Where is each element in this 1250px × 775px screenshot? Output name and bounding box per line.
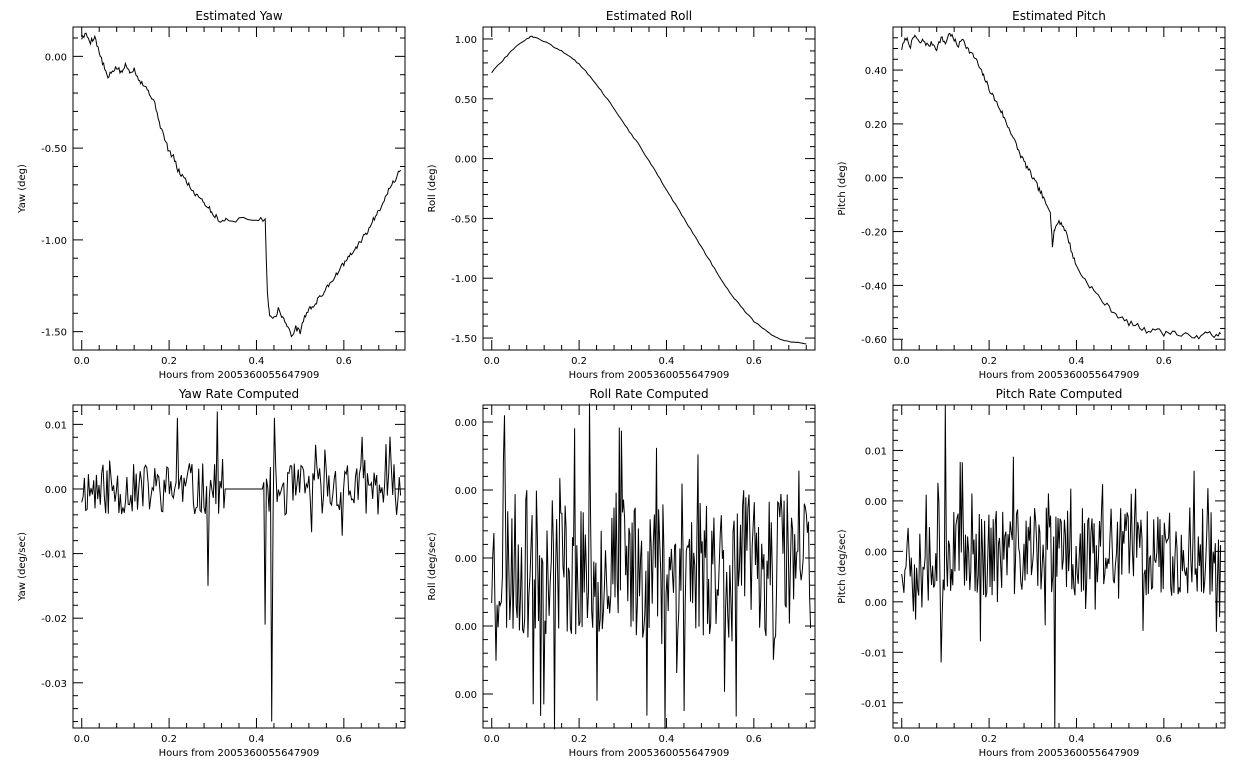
chart-title: Estimated Roll (606, 9, 692, 23)
y-tick-label: -0.03 (41, 679, 67, 690)
y-tick-label: -0.50 (41, 144, 67, 155)
y-tick-label: 0.00 (455, 418, 477, 429)
x-tick-label: 0.6 (336, 356, 352, 367)
y-axis-label: Pitch (deg) (837, 161, 848, 215)
plot-frame (892, 404, 1226, 729)
x-tick-label: 0.4 (249, 356, 265, 367)
panel-pitch-rate: Pitch Rate Computed 0.0 0.2 0.4 0.6 0.01 0.00 0… (837, 387, 1226, 759)
y-tick-label: -0.01 (861, 699, 887, 710)
plot-frame (72, 404, 406, 729)
y-tick-label: 0.00 (865, 174, 887, 185)
y-tick-label: 0.00 (45, 485, 67, 496)
x-tick-label: 0.2 (981, 734, 997, 745)
y-tick-label: -0.50 (451, 214, 477, 225)
y-tick-label: -0.01 (861, 648, 887, 659)
panel-yaw-rate: Yaw Rate Computed 0.0 0.2 0.4 0.6 0.01 0.00 -0.… (17, 387, 406, 759)
y-axis-label: Roll (deg/sec) (427, 532, 438, 600)
chart-title: Roll Rate Computed (589, 387, 708, 401)
plot-frame (72, 26, 406, 351)
y-tick-label: -1.50 (41, 328, 67, 339)
chart-title: Estimated Yaw (195, 9, 282, 23)
x-tick-label: 0.6 (746, 734, 762, 745)
x-tick-label: 0.6 (336, 734, 352, 745)
x-tick-label: 0.0 (894, 734, 910, 745)
x-axis-label: Hours from 2005360055647909 (159, 748, 320, 759)
y-tick-label: 0.20 (865, 120, 887, 131)
x-tick-label: 0.2 (981, 356, 997, 367)
y-tick-label: 0.40 (865, 66, 887, 77)
x-tick-label: 0.2 (161, 734, 177, 745)
x-tick-label: 0.2 (571, 734, 587, 745)
x-tick-label: 0.6 (1156, 734, 1172, 745)
y-tick-label: 1.00 (455, 35, 477, 46)
y-tick-label: -0.02 (41, 614, 67, 625)
y-tick-label: 0.00 (45, 52, 67, 63)
y-tick-label: -1.50 (451, 334, 477, 345)
y-axis-label: Yaw (deg/sec) (17, 532, 28, 602)
y-tick-label: -0.01 (41, 550, 67, 561)
y-axis-label: Yaw (deg) (17, 164, 28, 214)
series-line (491, 403, 812, 730)
x-tick-label: 0.6 (746, 356, 762, 367)
x-axis-label: Hours from 2005360055647909 (979, 370, 1140, 381)
y-tick-label: 0.00 (865, 497, 887, 508)
chart-title: Estimated Pitch (1012, 9, 1106, 23)
panel-estimated-pitch: Estimated Pitch 0.0 0.2 0.4 0.6 0.40 0.20 0.00 -… (837, 9, 1226, 381)
y-tick-label: -1.00 (451, 274, 477, 285)
y-tick-label: 0.00 (455, 622, 477, 633)
series-line (491, 35, 807, 345)
y-tick-label: 0.01 (865, 446, 887, 457)
y-tick-label: -0.40 (861, 281, 887, 292)
series-line (901, 404, 1222, 729)
series-line (81, 32, 402, 338)
x-axis-label: Hours from 2005360055647909 (159, 370, 320, 381)
y-tick-label: 0.01 (45, 420, 67, 431)
y-tick-label: 0.00 (455, 690, 477, 701)
y-tick-label: -1.00 (41, 236, 67, 247)
x-tick-label: 0.0 (484, 734, 500, 745)
y-tick-label: 0.00 (455, 486, 477, 497)
panel-estimated-yaw: Estimated Yaw 0.0 0.2 0.4 0.6 0.00 -0.50 -1.00 -… (17, 9, 406, 381)
y-tick-label: 0.00 (455, 554, 477, 565)
x-tick-label: 0.0 (74, 356, 90, 367)
y-tick-label: 0.50 (455, 95, 477, 106)
y-axis-label: Pitch (deg/sec) (837, 529, 848, 604)
x-tick-label: 0.0 (894, 356, 910, 367)
series-line (81, 411, 402, 722)
x-axis-label: Hours from 2005360055647909 (569, 370, 730, 381)
plot-frame (892, 26, 1226, 351)
panel-estimated-roll: Estimated Roll 0.0 0.2 0.4 0.6 1.00 0.50 0.00 -0… (427, 9, 816, 381)
series-line (901, 32, 1221, 340)
y-tick-label: -0.60 (861, 335, 887, 346)
x-tick-label: 0.0 (484, 356, 500, 367)
y-tick-label: -0.20 (861, 228, 887, 239)
x-tick-label: 0.0 (74, 734, 90, 745)
x-tick-label: 0.4 (249, 734, 265, 745)
x-tick-label: 0.6 (1156, 356, 1172, 367)
x-axis-label: Hours from 2005360055647909 (979, 748, 1140, 759)
chart-title: Pitch Rate Computed (996, 387, 1123, 401)
x-tick-label: 0.4 (659, 356, 675, 367)
x-tick-label: 0.4 (659, 734, 675, 745)
x-tick-label: 0.4 (1069, 734, 1085, 745)
panel-roll-rate: Roll Rate Computed 0.0 0.2 0.4 0.6 0.00 0.00 0.… (427, 387, 816, 759)
y-tick-label: 0.00 (865, 598, 887, 609)
x-tick-label: 0.2 (571, 356, 587, 367)
y-axis-label: Roll (deg) (427, 164, 438, 212)
x-axis-label: Hours from 2005360055647909 (569, 748, 730, 759)
chart-title: Yaw Rate Computed (178, 387, 299, 401)
y-tick-label: 0.00 (865, 547, 887, 558)
plot-frame (482, 26, 816, 351)
x-tick-label: 0.2 (161, 356, 177, 367)
y-tick-label: 0.00 (455, 155, 477, 166)
x-tick-label: 0.4 (1069, 356, 1085, 367)
